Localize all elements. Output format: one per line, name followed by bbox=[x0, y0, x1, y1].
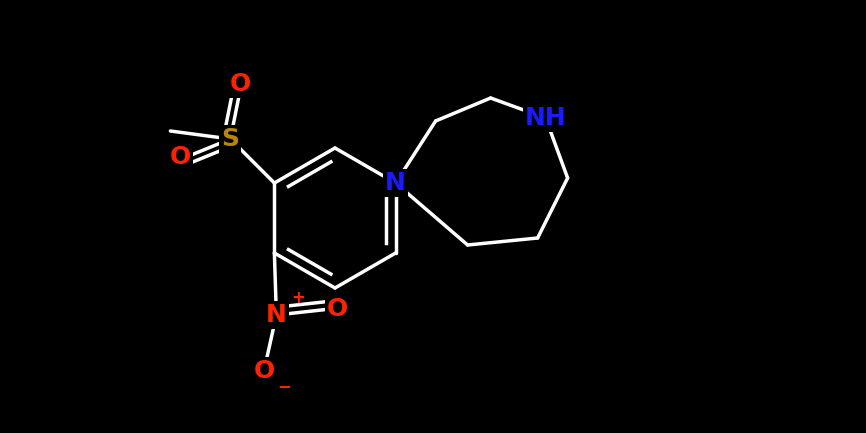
Text: NH: NH bbox=[525, 106, 566, 130]
Text: N: N bbox=[266, 303, 287, 327]
Text: +: + bbox=[292, 289, 306, 307]
Text: O: O bbox=[326, 297, 348, 321]
Text: N: N bbox=[385, 171, 406, 195]
Text: −: − bbox=[277, 377, 291, 395]
Text: O: O bbox=[170, 145, 191, 169]
Text: O: O bbox=[254, 359, 275, 383]
Text: S: S bbox=[222, 127, 239, 151]
Text: O: O bbox=[229, 72, 251, 96]
